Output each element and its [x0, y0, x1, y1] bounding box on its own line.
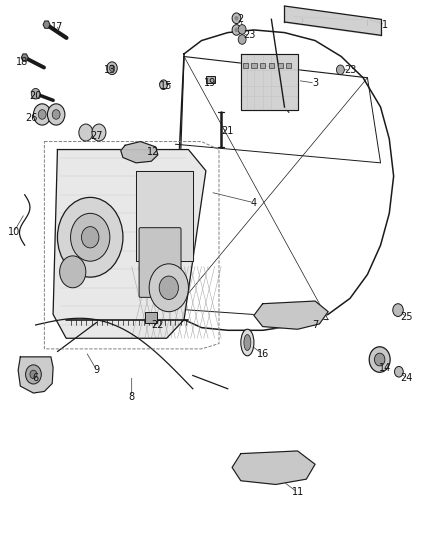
Circle shape — [25, 365, 41, 384]
Bar — [251, 63, 257, 68]
Circle shape — [232, 25, 241, 35]
Text: 14: 14 — [379, 362, 391, 373]
Circle shape — [336, 65, 344, 75]
Bar — [145, 312, 157, 324]
Circle shape — [52, 110, 60, 119]
Circle shape — [57, 197, 123, 277]
FancyBboxPatch shape — [139, 228, 181, 297]
Circle shape — [60, 256, 86, 288]
Bar — [269, 63, 274, 68]
Text: 9: 9 — [94, 365, 100, 375]
Text: 8: 8 — [129, 392, 135, 402]
Text: 16: 16 — [257, 349, 269, 359]
Polygon shape — [18, 357, 53, 393]
Bar — [42, 111, 56, 118]
Polygon shape — [254, 301, 328, 329]
Text: 3: 3 — [312, 78, 318, 88]
Circle shape — [38, 110, 46, 119]
Polygon shape — [53, 150, 206, 338]
Polygon shape — [232, 451, 315, 484]
Bar — [286, 63, 291, 68]
Text: 21: 21 — [222, 126, 234, 136]
Text: 20: 20 — [29, 91, 42, 101]
Text: 25: 25 — [400, 312, 413, 322]
Circle shape — [47, 104, 65, 125]
Circle shape — [235, 28, 238, 32]
Polygon shape — [121, 142, 158, 163]
Text: 7: 7 — [312, 320, 318, 330]
Circle shape — [107, 62, 117, 75]
Text: 15: 15 — [160, 81, 173, 91]
Text: 10: 10 — [8, 227, 20, 237]
Bar — [243, 63, 248, 68]
Bar — [278, 63, 283, 68]
Text: 1: 1 — [382, 20, 388, 30]
Circle shape — [374, 353, 385, 366]
Circle shape — [393, 304, 403, 317]
Circle shape — [235, 16, 238, 20]
Polygon shape — [241, 54, 297, 110]
Text: 11: 11 — [291, 488, 304, 497]
Circle shape — [149, 264, 188, 312]
Circle shape — [369, 347, 390, 372]
Text: 22: 22 — [152, 320, 164, 330]
Circle shape — [33, 104, 51, 125]
Text: 23: 23 — [244, 30, 256, 41]
Circle shape — [30, 370, 37, 378]
Text: 23: 23 — [344, 65, 356, 75]
Text: 4: 4 — [251, 198, 257, 208]
Circle shape — [81, 227, 99, 248]
Text: 13: 13 — [104, 65, 116, 75]
Text: 18: 18 — [16, 57, 28, 67]
Bar — [260, 63, 265, 68]
Circle shape — [159, 276, 178, 300]
Bar — [206, 76, 215, 83]
Polygon shape — [136, 171, 193, 261]
Ellipse shape — [244, 335, 251, 351]
Ellipse shape — [241, 329, 254, 356]
Text: 24: 24 — [401, 373, 413, 383]
Circle shape — [110, 65, 115, 71]
Circle shape — [31, 88, 40, 99]
Circle shape — [232, 13, 241, 23]
Circle shape — [71, 213, 110, 261]
Text: 6: 6 — [32, 373, 39, 383]
Text: 27: 27 — [91, 131, 103, 141]
Circle shape — [92, 124, 106, 141]
Circle shape — [395, 367, 403, 377]
Circle shape — [238, 25, 246, 34]
Polygon shape — [43, 21, 50, 28]
Text: 19: 19 — [204, 78, 216, 88]
Circle shape — [79, 124, 93, 141]
Circle shape — [159, 80, 167, 90]
Text: 12: 12 — [147, 147, 160, 157]
Polygon shape — [21, 54, 28, 61]
Circle shape — [238, 35, 246, 44]
Text: 2: 2 — [238, 14, 244, 25]
Text: 17: 17 — [51, 22, 64, 33]
Text: 26: 26 — [25, 112, 37, 123]
